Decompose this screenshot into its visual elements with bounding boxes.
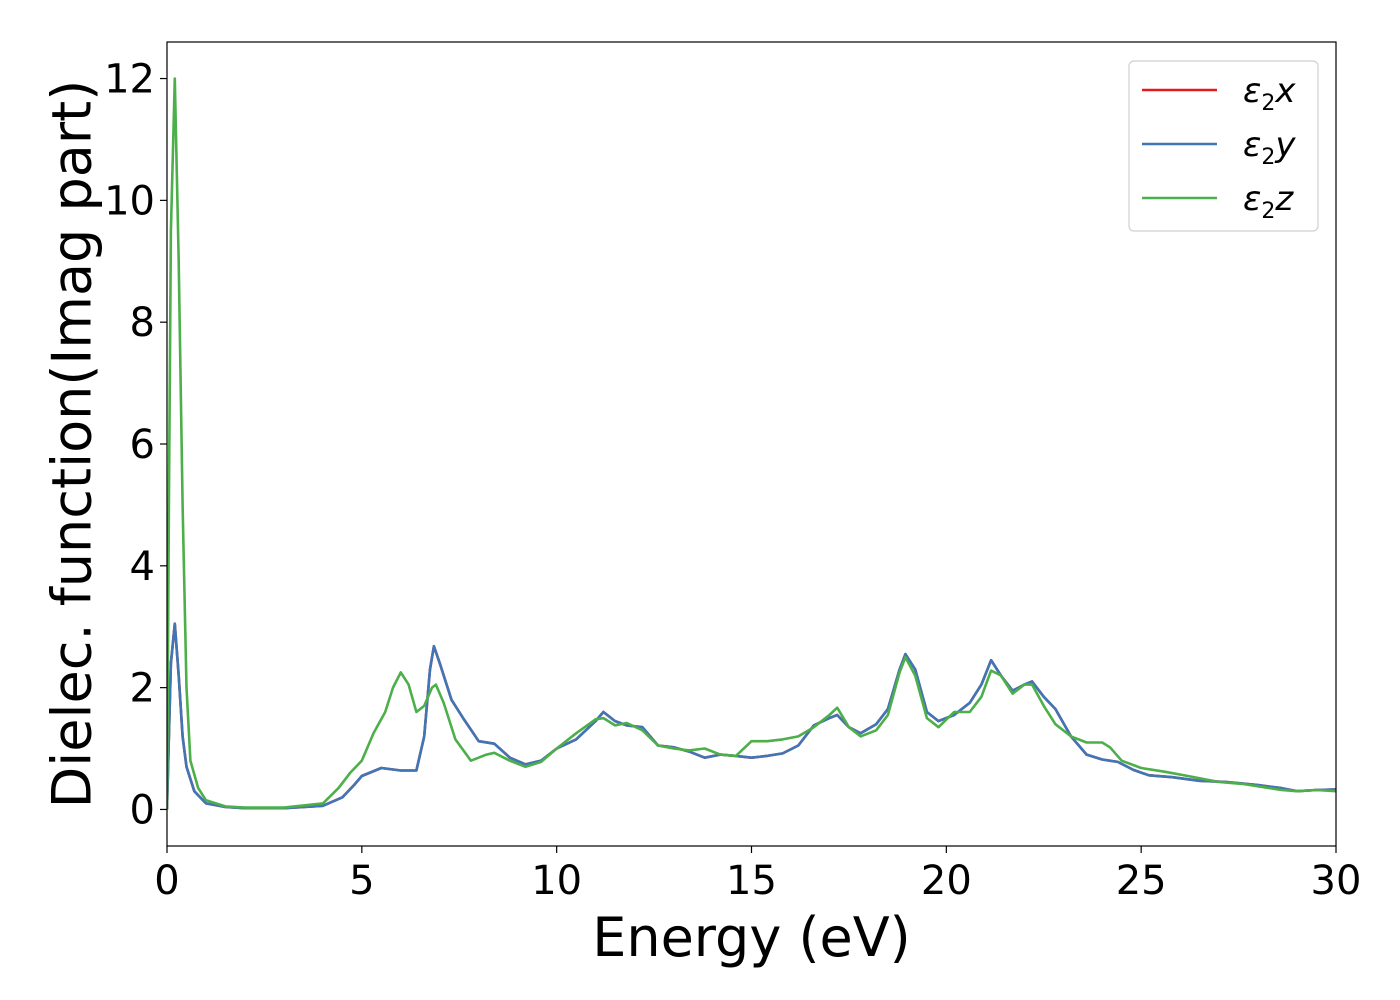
y-tick-label: 4 — [130, 544, 155, 590]
y-tick-label: 12 — [104, 57, 155, 103]
legend-box — [1128, 60, 1319, 232]
x-tick-label: 15 — [726, 858, 777, 904]
y-tick-label: 0 — [130, 787, 155, 833]
y-axis-label: Dielec. function(Imag part) — [41, 80, 104, 809]
x-tick-label: 30 — [1311, 858, 1362, 904]
x-tick-label: 0 — [154, 858, 179, 904]
legend-entry-label: ε2z — [1243, 179, 1294, 224]
x-axis-label: Energy (eV) — [592, 906, 911, 969]
x-tick-label: 10 — [531, 858, 582, 904]
x-tick-label: 25 — [1116, 858, 1167, 904]
legend-entry-label: ε2x — [1243, 71, 1296, 116]
legend-entry-label: ε2y — [1243, 125, 1296, 170]
plot-area-frame — [166, 41, 1337, 847]
y-tick-label: 8 — [130, 300, 155, 346]
y-tick-label: 2 — [130, 666, 155, 712]
legend: ε2x ε2y ε2z — [1128, 60, 1319, 232]
y-tick-label: 10 — [104, 178, 155, 224]
series-lines — [167, 77, 1336, 810]
x-tick-label: 5 — [349, 858, 374, 904]
x-tick-label: 20 — [921, 858, 972, 904]
series-line-3 — [167, 77, 1336, 810]
x-axis-ticks: 0 5 10 15 20 25 30 — [154, 846, 1361, 904]
y-axis-ticks: 0 2 4 6 8 10 12 — [104, 57, 167, 833]
y-tick-label: 6 — [130, 422, 155, 468]
